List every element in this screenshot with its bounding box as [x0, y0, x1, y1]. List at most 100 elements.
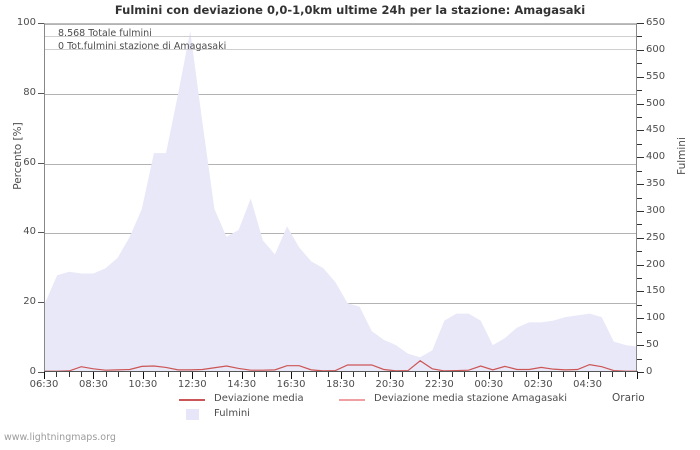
y-axis-right-minor-tick-275: [637, 224, 642, 226]
y-axis-right-tick-label-500: 500: [646, 97, 666, 109]
x-axis-tick-6: [118, 372, 120, 377]
x-axis-tick-34: [464, 372, 466, 377]
y-axis-right-minor-tick-225: [637, 251, 642, 253]
y-axis-right-title: Fulmini: [676, 137, 688, 175]
x-axis-tick-14: [216, 372, 218, 377]
y-axis-right-tick-300: [637, 210, 644, 212]
x-axis-tick-31: [426, 372, 428, 377]
series-canvas: [45, 30, 636, 372]
annotation-rule-0: [45, 36, 636, 37]
x-axis-tick-28: [389, 372, 391, 379]
x-axis-tick-44: [587, 372, 589, 379]
x-axis-tick-16: [241, 372, 243, 379]
y-axis-left-tick-label-60: 60: [23, 156, 36, 168]
y-axis-right-minor-tick-125: [637, 304, 642, 306]
x-axis-tick-23: [328, 372, 330, 377]
y-axis-right-tick-label-550: 550: [646, 70, 666, 82]
x-axis-tick-7: [130, 372, 132, 377]
x-axis-tick-label-1030: 10:30: [128, 379, 158, 390]
x-axis-tick-25: [352, 372, 354, 377]
y-axis-right-tick-50: [637, 345, 644, 347]
gridline-80: [45, 93, 636, 95]
annotation-rule-1: [45, 49, 636, 50]
y-axis-right-minor-tick-175: [637, 278, 642, 280]
x-axis-tick-label-0630: 06:30: [29, 379, 59, 390]
y-axis-right-tick-200: [637, 264, 644, 266]
x-axis-tick-label-1430: 14:30: [227, 379, 257, 390]
x-axis-tick-40: [538, 372, 540, 379]
y-axis-right-minor-tick-575: [637, 63, 642, 65]
x-axis-tick-label-0030: 00:30: [474, 379, 504, 390]
x-axis-tick-label-1830: 18:30: [326, 379, 355, 390]
x-axis-tick-3: [81, 372, 83, 377]
x-axis-tick-13: [204, 372, 206, 377]
y-axis-right-tick-label-350: 350: [646, 178, 666, 190]
x-axis-tick-12: [192, 372, 194, 379]
x-axis-tick-0: [44, 372, 45, 379]
x-axis-tick-36: [488, 372, 490, 379]
x-axis-tick-label-1230: 12:30: [177, 379, 207, 390]
y-axis-right-minor-tick-625: [637, 36, 642, 38]
x-axis-tick-37: [501, 372, 503, 377]
x-axis-tick-22: [315, 372, 317, 377]
y-axis-right-tick-0: [637, 372, 644, 373]
chart-legend: Deviazione media Deviazione media stazio…: [44, 392, 637, 422]
x-axis-tick-label-2230: 22:30: [424, 379, 454, 390]
y-axis-left-tick-60: [38, 162, 44, 164]
x-axis-tick-4: [93, 372, 95, 379]
x-axis-tick-8: [142, 372, 144, 379]
x-axis-tick-41: [550, 372, 552, 377]
y-axis-right-tick-600: [637, 49, 644, 51]
y-axis-right-tick-550: [637, 76, 644, 78]
chart-title: Fulmini con deviazione 0,0-1,0km ultime …: [114, 3, 586, 17]
y-axis-right-tick-100: [637, 318, 644, 320]
x-axis-tick-47: [624, 372, 626, 377]
y-axis-right-minor-tick-325: [637, 197, 642, 199]
y-axis-left-tick-80: [38, 92, 44, 94]
x-axis-tick-33: [451, 372, 453, 377]
y-axis-right-tick-label-650: 650: [646, 17, 666, 28]
legend-label-fulmini: Fulmini: [214, 408, 250, 419]
x-axis-tick-10: [167, 372, 169, 377]
footer-watermark: www.lightningmaps.org: [4, 432, 116, 443]
area-series-fulmini: [45, 30, 636, 372]
x-axis-tick-2: [68, 372, 70, 377]
y-axis-left-tick-label-0: 0: [29, 366, 36, 377]
y-axis-right-tick-label-450: 450: [646, 124, 666, 136]
x-axis-tick-24: [340, 372, 342, 379]
x-axis-tick-11: [179, 372, 181, 377]
x-axis-tick-42: [562, 372, 564, 377]
y-axis-left-tick-0: [38, 372, 44, 373]
x-axis-tick-46: [612, 372, 614, 377]
y-axis-right-tick-150: [637, 291, 644, 293]
y-axis-right-tick-450: [637, 130, 644, 132]
x-axis-tick-20: [291, 372, 293, 379]
y-axis-right-tick-label-100: 100: [646, 312, 666, 324]
gridline-60: [45, 163, 636, 165]
legend-label-deviazione-media-stazione: Deviazione media stazione Amagasaki: [374, 393, 567, 404]
x-axis-tick-30: [414, 372, 416, 377]
x-axis-tick-45: [599, 372, 601, 377]
x-axis-tick-5: [105, 372, 107, 377]
x-axis-tick-18: [266, 372, 268, 377]
y-axis-right-tick-400: [637, 157, 644, 159]
x-axis-tick-29: [402, 372, 404, 377]
x-axis-tick-1: [56, 372, 58, 377]
y-axis-right-minor-tick-75: [637, 331, 642, 333]
y-axis-left-tick-label-100: 100: [16, 17, 36, 28]
x-axis-tick-15: [229, 372, 231, 377]
y-axis-right-tick-label-0: 0: [646, 366, 653, 377]
x-axis-tick-43: [575, 372, 577, 377]
x-axis-tick-38: [513, 372, 515, 377]
x-axis-tick-32: [439, 372, 441, 379]
x-axis-tick-label-2030: 20:30: [375, 379, 405, 390]
legend-swatch-fulmini: [186, 409, 199, 420]
y-axis-left-tick-label-80: 80: [23, 86, 36, 98]
y-axis-right-tick-label-50: 50: [646, 339, 659, 351]
y-axis-right-tick-label-200: 200: [646, 258, 666, 270]
y-axis-right-minor-tick-475: [637, 116, 642, 118]
x-axis-title: Orario: [612, 392, 645, 404]
plot-canvas: [45, 24, 636, 372]
annotation-station-strokes: 0 Tot.fulmini stazione di Amagasaki: [58, 41, 227, 52]
